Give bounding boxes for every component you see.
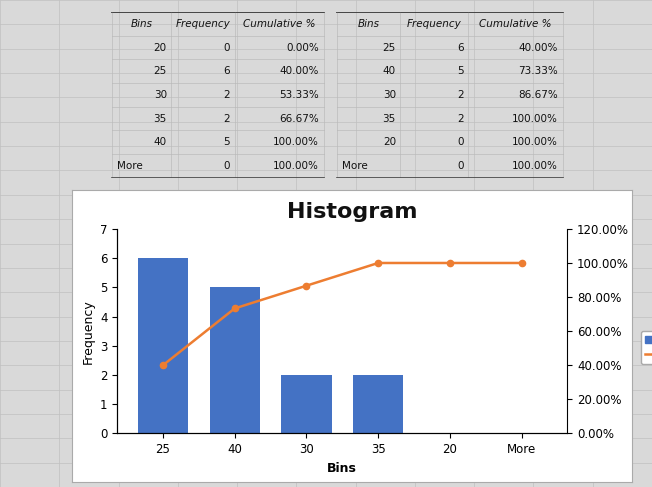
Text: 100.00%: 100.00% bbox=[512, 137, 558, 147]
Y-axis label: Frequency: Frequency bbox=[82, 299, 95, 363]
Text: 6: 6 bbox=[457, 43, 464, 53]
Text: 35: 35 bbox=[153, 113, 167, 124]
Text: 0: 0 bbox=[457, 137, 464, 147]
Text: 40: 40 bbox=[154, 137, 167, 147]
Text: Bins: Bins bbox=[131, 19, 153, 29]
Text: 2: 2 bbox=[457, 90, 464, 100]
Text: 0.00%: 0.00% bbox=[286, 43, 319, 53]
Text: Bins: Bins bbox=[358, 19, 380, 29]
Text: 40: 40 bbox=[383, 66, 396, 76]
Text: Cumulative %: Cumulative % bbox=[243, 19, 316, 29]
Text: 30: 30 bbox=[383, 90, 396, 100]
Text: Histogram: Histogram bbox=[287, 202, 417, 222]
Text: 6: 6 bbox=[224, 66, 230, 76]
Text: 35: 35 bbox=[383, 113, 396, 124]
Text: 100.00%: 100.00% bbox=[512, 161, 558, 171]
Text: More: More bbox=[342, 161, 368, 171]
Bar bbox=[353, 375, 404, 433]
Text: 53.33%: 53.33% bbox=[279, 90, 319, 100]
Text: 25: 25 bbox=[383, 43, 396, 53]
Text: 30: 30 bbox=[154, 90, 167, 100]
Legend: Frequency, Cumulative %: Frequency, Cumulative % bbox=[641, 331, 652, 364]
Text: Frequency: Frequency bbox=[407, 19, 462, 29]
Text: 100.00%: 100.00% bbox=[273, 137, 319, 147]
Text: 66.67%: 66.67% bbox=[279, 113, 319, 124]
Text: 2: 2 bbox=[224, 90, 230, 100]
X-axis label: Bins: Bins bbox=[327, 462, 357, 475]
Text: 40.00%: 40.00% bbox=[519, 43, 558, 53]
Text: 0: 0 bbox=[224, 43, 230, 53]
Text: 20: 20 bbox=[383, 137, 396, 147]
Text: 20: 20 bbox=[154, 43, 167, 53]
Text: 73.33%: 73.33% bbox=[518, 66, 558, 76]
Text: 0: 0 bbox=[457, 161, 464, 171]
Text: Cumulative %: Cumulative % bbox=[479, 19, 552, 29]
Bar bbox=[138, 258, 188, 433]
Text: 25: 25 bbox=[153, 66, 167, 76]
Text: 86.67%: 86.67% bbox=[518, 90, 558, 100]
Text: 100.00%: 100.00% bbox=[512, 113, 558, 124]
Text: 100.00%: 100.00% bbox=[273, 161, 319, 171]
Bar bbox=[281, 375, 331, 433]
Text: More: More bbox=[117, 161, 143, 171]
Text: 40.00%: 40.00% bbox=[280, 66, 319, 76]
Text: 5: 5 bbox=[224, 137, 230, 147]
Text: 0: 0 bbox=[224, 161, 230, 171]
Text: 5: 5 bbox=[457, 66, 464, 76]
Bar bbox=[209, 287, 259, 433]
Text: 2: 2 bbox=[224, 113, 230, 124]
Text: Frequency: Frequency bbox=[176, 19, 230, 29]
Text: 2: 2 bbox=[457, 113, 464, 124]
